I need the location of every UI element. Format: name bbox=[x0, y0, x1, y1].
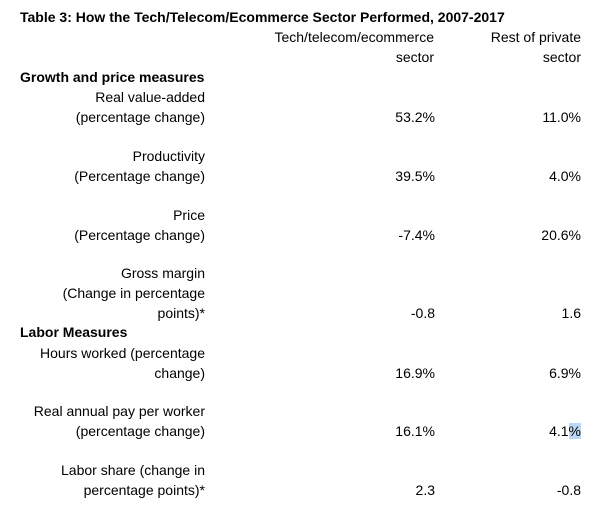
row-label: Price bbox=[173, 207, 205, 223]
tech-value: -0.8 bbox=[410, 305, 435, 321]
tech-value: 2.3 bbox=[415, 482, 435, 498]
text-selection-highlight[interactable]: % bbox=[568, 423, 581, 439]
row-label: (Percentage change) bbox=[74, 168, 205, 184]
column-header-tech-line1: Tech/telecom/ecommerce bbox=[274, 29, 434, 45]
table-title: Table 3: How the Tech/Telecom/Ecommerce … bbox=[20, 9, 505, 25]
rest-value: 1.6 bbox=[561, 305, 581, 321]
row-label: percentage points)* bbox=[83, 482, 205, 498]
tech-value: 16.1% bbox=[395, 423, 435, 439]
row-label: Real value-added bbox=[95, 89, 205, 105]
section-heading-growth: Growth and price measures bbox=[20, 69, 205, 85]
row-label: Productivity bbox=[132, 148, 205, 164]
tech-value: -7.4% bbox=[398, 227, 435, 243]
column-header-tech-line2: sector bbox=[395, 49, 434, 65]
tech-value: 39.5% bbox=[395, 168, 435, 184]
column-header-rest-line2: sector bbox=[542, 49, 581, 65]
row-label: Hours worked (percentage bbox=[40, 345, 205, 361]
row-label: Real annual pay per worker bbox=[33, 403, 205, 419]
row-label: (percentage change) bbox=[75, 423, 205, 439]
row-label: (percentage change) bbox=[75, 109, 205, 125]
rest-value-number: 4.1 bbox=[549, 423, 569, 439]
rest-value: 4.0% bbox=[549, 168, 581, 184]
row-label: change) bbox=[154, 365, 205, 381]
row-label: points)* bbox=[157, 305, 205, 321]
tech-value: 16.9% bbox=[395, 365, 435, 381]
section-heading-labor: Labor Measures bbox=[20, 324, 128, 340]
rest-value: 11.0% bbox=[542, 109, 581, 125]
rest-value: 20.6% bbox=[541, 227, 581, 243]
row-label: Labor share (change in bbox=[61, 462, 205, 478]
row-label: Gross margin bbox=[120, 265, 205, 281]
tech-value: 53.2% bbox=[395, 109, 435, 125]
row-label: (Percentage change) bbox=[74, 227, 205, 243]
column-header-rest-line1: Rest of private bbox=[490, 29, 581, 45]
rest-value: 4.1% bbox=[549, 423, 581, 440]
rest-value: -0.8 bbox=[556, 482, 581, 498]
row-label: (Change in percentage bbox=[62, 285, 205, 301]
rest-value: 6.9% bbox=[549, 365, 581, 381]
